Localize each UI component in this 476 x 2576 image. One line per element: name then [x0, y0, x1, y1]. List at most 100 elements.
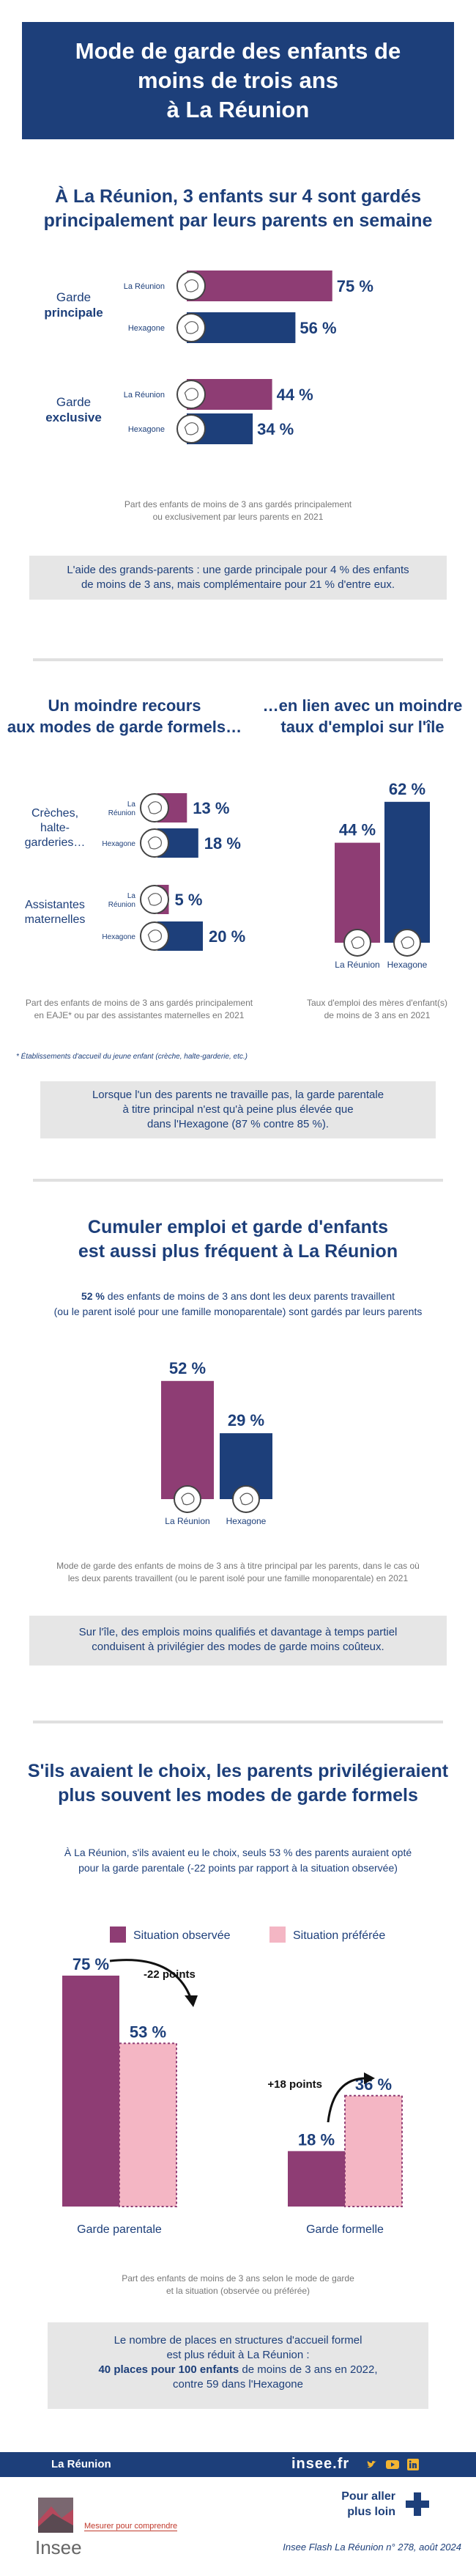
header-banner: Mode de garde des enfants de moins de tr… — [22, 22, 454, 139]
bar-0-0 — [187, 271, 332, 301]
chart3-badge-0 — [343, 929, 371, 957]
s2-info-box: Lorsque l'un des parents ne travaille pa… — [40, 1081, 436, 1138]
s3-intro-bold: 52 % — [81, 1290, 105, 1302]
linkedin-icon[interactable] — [407, 2459, 419, 2470]
row-label-1-0: La Réunion — [124, 391, 165, 400]
map-badge2-1-0 — [140, 885, 169, 914]
s3-note: Mode de garde des enfants de moins de 3 … — [0, 1560, 476, 1585]
chart-choix-parents: Situation observée Situation préférée 75 %… — [0, 1913, 476, 2251]
legend-label-0: Situation observée — [133, 1929, 231, 1942]
chart-emploi-garde: 52 % La Réunion 29 % Hexagone — [128, 1338, 348, 1543]
chart3-badge-1 — [393, 929, 421, 957]
value2-label-1-0: 5 % — [175, 891, 203, 909]
s1-cat1-line1: Garde — [56, 290, 92, 304]
map-badge-1-0 — [176, 380, 206, 409]
footer-region: La Réunion — [51, 2458, 111, 2470]
section1-title: À La Réunion, 3 enfants sur 4 sont gardé… — [0, 185, 476, 233]
chart4-bar-0 — [161, 1380, 214, 1499]
cat5-1: Garde formelle — [306, 2223, 384, 2236]
s1-note-line1: Part des enfants de moins de 3 ans gardé… — [124, 499, 352, 509]
s4-intro: À La Réunion, s'ils avaient eu le choix,… — [0, 1845, 476, 1876]
title-line-2: moins de trois ans — [138, 67, 338, 93]
chart-taux-emploi: 44 % La Réunion 62 % Hexagone — [264, 762, 476, 975]
value5-0-0: 75 % — [72, 1955, 109, 1973]
value-label-0-1: 56 % — [300, 319, 336, 337]
section1-title-line1: À La Réunion, 3 enfants sur 4 sont gardé… — [54, 186, 422, 207]
plus-icon[interactable] — [404, 2491, 431, 2517]
value5-0-1: 53 % — [130, 2023, 166, 2041]
insee-tagline: Mesurer pour comprendre — [84, 2522, 178, 2531]
map-badge-0-0 — [176, 271, 206, 301]
s2-left-title-line1: Un moindre recours — [48, 696, 201, 715]
s2-footnote: * Établissements d'accueil du jeune enfa… — [16, 1053, 248, 1061]
s2-left-note-line2: en EAJE* ou par des assistantes maternel… — [34, 1010, 245, 1020]
s2-cat-assistantes: Assistantes maternelles — [15, 898, 95, 927]
legend-label-1: Situation préférée — [293, 1929, 385, 1942]
cat5-0: Garde parentale — [77, 2223, 162, 2236]
chart3-value-0: 44 % — [339, 821, 376, 839]
s2-left-note: Part des enfants de moins de 3 ans gardé… — [0, 997, 278, 1022]
map-badge-1-1 — [176, 414, 206, 444]
s3-intro: 52 % des enfants de moins de 3 ans dont … — [0, 1289, 476, 1320]
s2-right-title-line1: …en lien avec un moindre — [262, 696, 463, 715]
row2-label-a-1-0: La — [127, 892, 136, 900]
value2-label-1-1: 20 % — [209, 927, 245, 946]
row2-label-a-0-0: La — [127, 801, 136, 809]
arrow-up-icon — [327, 2077, 367, 2123]
s2-left-title-line2: aux modes de garde formels… — [7, 718, 242, 736]
s4-note: Part des enfants de moins de 3 ans selon… — [0, 2273, 476, 2297]
s4-box-line3-bold: 40 places pour 100 enfants — [98, 2363, 239, 2376]
s2-cat2-line1: Assistantes — [25, 899, 85, 911]
chart3-value-1: 62 % — [389, 780, 425, 798]
bar5-0-1 — [119, 2042, 177, 2207]
footer-site-link[interactable]: insee.fr — [291, 2456, 350, 2472]
row2-label-b-1-0: Réunion — [108, 901, 135, 909]
chart-garde-formelle: La Réunion 13 % Hexagone 18 % La Réunion 5 % Hex… — [0, 777, 264, 982]
cta-more[interactable]: Pour aller plus loin — [315, 2489, 395, 2520]
title-line-3: à La Réunion — [166, 97, 310, 122]
s1-note: Part des enfants de moins de 3 ans gardé… — [0, 498, 476, 523]
s4-intro-line2: pour la garde parentale (-22 points par … — [78, 1862, 398, 1874]
youtube-icon[interactable] — [386, 2459, 399, 2470]
s1-box-line1: L'aide des grands-parents : une garde pr… — [67, 564, 409, 576]
row-label-0-1: Hexagone — [128, 324, 165, 333]
s1-cat-principale: Garde principale — [35, 290, 112, 320]
separator-1 — [33, 658, 443, 661]
twitter-icon[interactable] — [366, 2459, 378, 2470]
s3-note-line1: Mode de garde des enfants de moins de 3 … — [56, 1561, 420, 1571]
s3-box-line1: Sur l'île, des emplois moins qualifiés e… — [78, 1626, 398, 1638]
s1-cat2-line1: Garde — [56, 395, 92, 409]
value-label-0-0: 75 % — [337, 277, 373, 295]
map-badge2-0-1 — [140, 828, 169, 858]
map-badge2-1-1 — [140, 921, 169, 951]
s4-note-line1: Part des enfants de moins de 3 ans selon… — [122, 2273, 354, 2284]
legend-swatch-1 — [269, 1927, 286, 1943]
chart-garde-parents: La Réunion 75 % Hexagone 56 % La Réunion 44 %… — [0, 260, 476, 451]
s1-box-line2: de moins de 3 ans, mais complémentaire p… — [81, 578, 395, 591]
chart4-value-1: 29 % — [228, 1411, 264, 1429]
s4-title-line1: S'ils avaient le choix, les parents priv… — [27, 1761, 449, 1781]
map-badge-0-1 — [176, 313, 206, 342]
s1-cat1-line2: principale — [44, 306, 103, 320]
s2-cat2-line2: maternelles — [24, 913, 86, 926]
value-label-1-1: 34 % — [257, 420, 294, 438]
source-reference[interactable]: Insee Flash La Réunion n° 278, août 2024 — [283, 2542, 461, 2553]
s4-box-line1: Le nombre de places en structures d'accu… — [114, 2334, 362, 2347]
row-label-0-0: La Réunion — [124, 282, 165, 291]
s1-note-line2: ou exclusivement par leurs parents en 20… — [152, 512, 324, 522]
chart4-badge-0 — [174, 1485, 201, 1513]
row2-label-1-1: Hexagone — [102, 933, 135, 941]
row-label-1-1: Hexagone — [128, 425, 165, 434]
s4-intro-line1: À La Réunion, s'ils avaient eu le choix,… — [64, 1847, 412, 1858]
cta-line1: Pour aller — [341, 2490, 395, 2503]
s4-box-line4: contre 59 dans l'Hexagone — [173, 2378, 303, 2391]
s3-title-line1: Cumuler emploi et garde d'enfants — [87, 1217, 389, 1237]
separator-2 — [33, 1179, 443, 1182]
bar5-0-0 — [62, 1976, 119, 2207]
s4-box-line2: est plus réduit à La Réunion : — [166, 2349, 310, 2361]
footer-bar: La Réunion insee.fr — [0, 2452, 476, 2477]
chart3-bar-0 — [335, 842, 380, 943]
s3-intro-line2: (ou le parent isolé pour une famille mon… — [53, 1306, 423, 1317]
s4-info-box: Le nombre de places en structures d'accu… — [48, 2322, 428, 2409]
value-label-1-0: 44 % — [277, 386, 313, 404]
